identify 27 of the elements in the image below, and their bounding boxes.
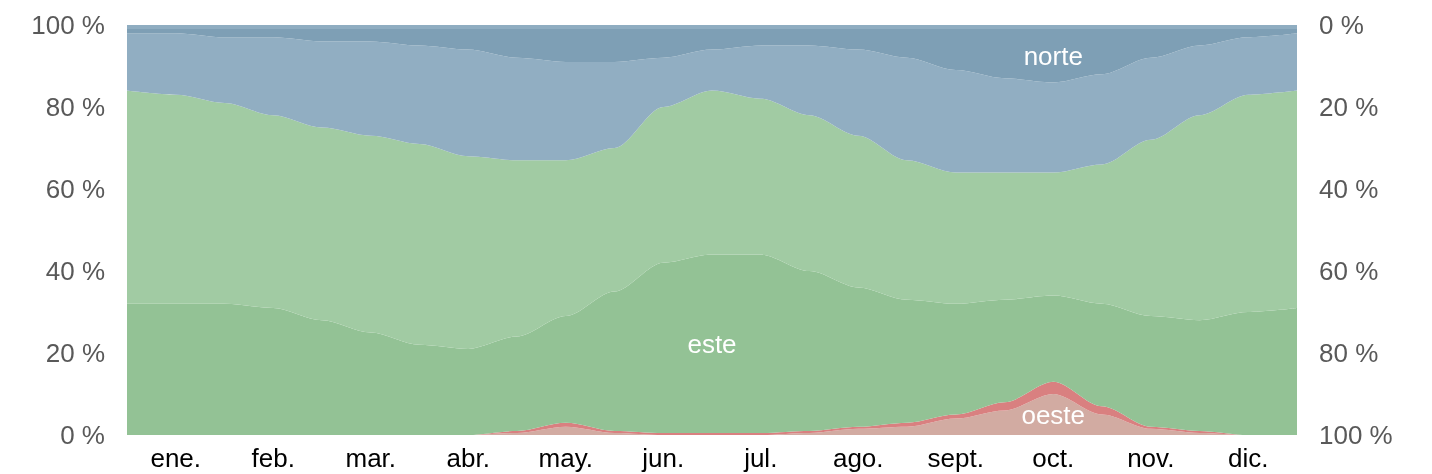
x-tick-label: may. xyxy=(538,443,593,473)
x-tick-label: abr. xyxy=(446,443,490,473)
y2-tick-label: 60 % xyxy=(1319,256,1379,286)
y-tick-label: 40 % xyxy=(45,256,105,286)
x-tick-label: dic. xyxy=(1228,443,1269,473)
y2-tick-label: 0 % xyxy=(1319,10,1364,40)
y2-tick-label: 20 % xyxy=(1319,92,1379,122)
y-tick-label: 0 % xyxy=(60,420,105,450)
y-tick-label: 80 % xyxy=(45,92,105,122)
x-tick-label: ene. xyxy=(150,443,202,473)
y-tick-label: 60 % xyxy=(45,174,105,204)
x-tick-label: nov. xyxy=(1127,443,1175,473)
x-tick-label: jul. xyxy=(743,443,778,473)
y-tick-label: 100 % xyxy=(31,10,105,40)
y2-tick-label: 80 % xyxy=(1319,338,1379,368)
x-tick-label: sept. xyxy=(927,443,984,473)
series-label: este xyxy=(687,328,737,359)
series-label: oeste xyxy=(1021,399,1086,430)
series-label: norte xyxy=(1023,40,1083,71)
x-tick-label: oct. xyxy=(1032,443,1075,473)
y2-tick-label: 100 % xyxy=(1319,420,1393,450)
x-tick-label: ago. xyxy=(832,443,884,473)
x-tick-label: mar. xyxy=(345,443,397,473)
x-tick-label: feb. xyxy=(251,443,295,473)
y2-tick-label: 40 % xyxy=(1319,174,1379,204)
y-tick-label: 20 % xyxy=(45,338,105,368)
x-tick-label: jun. xyxy=(641,443,685,473)
